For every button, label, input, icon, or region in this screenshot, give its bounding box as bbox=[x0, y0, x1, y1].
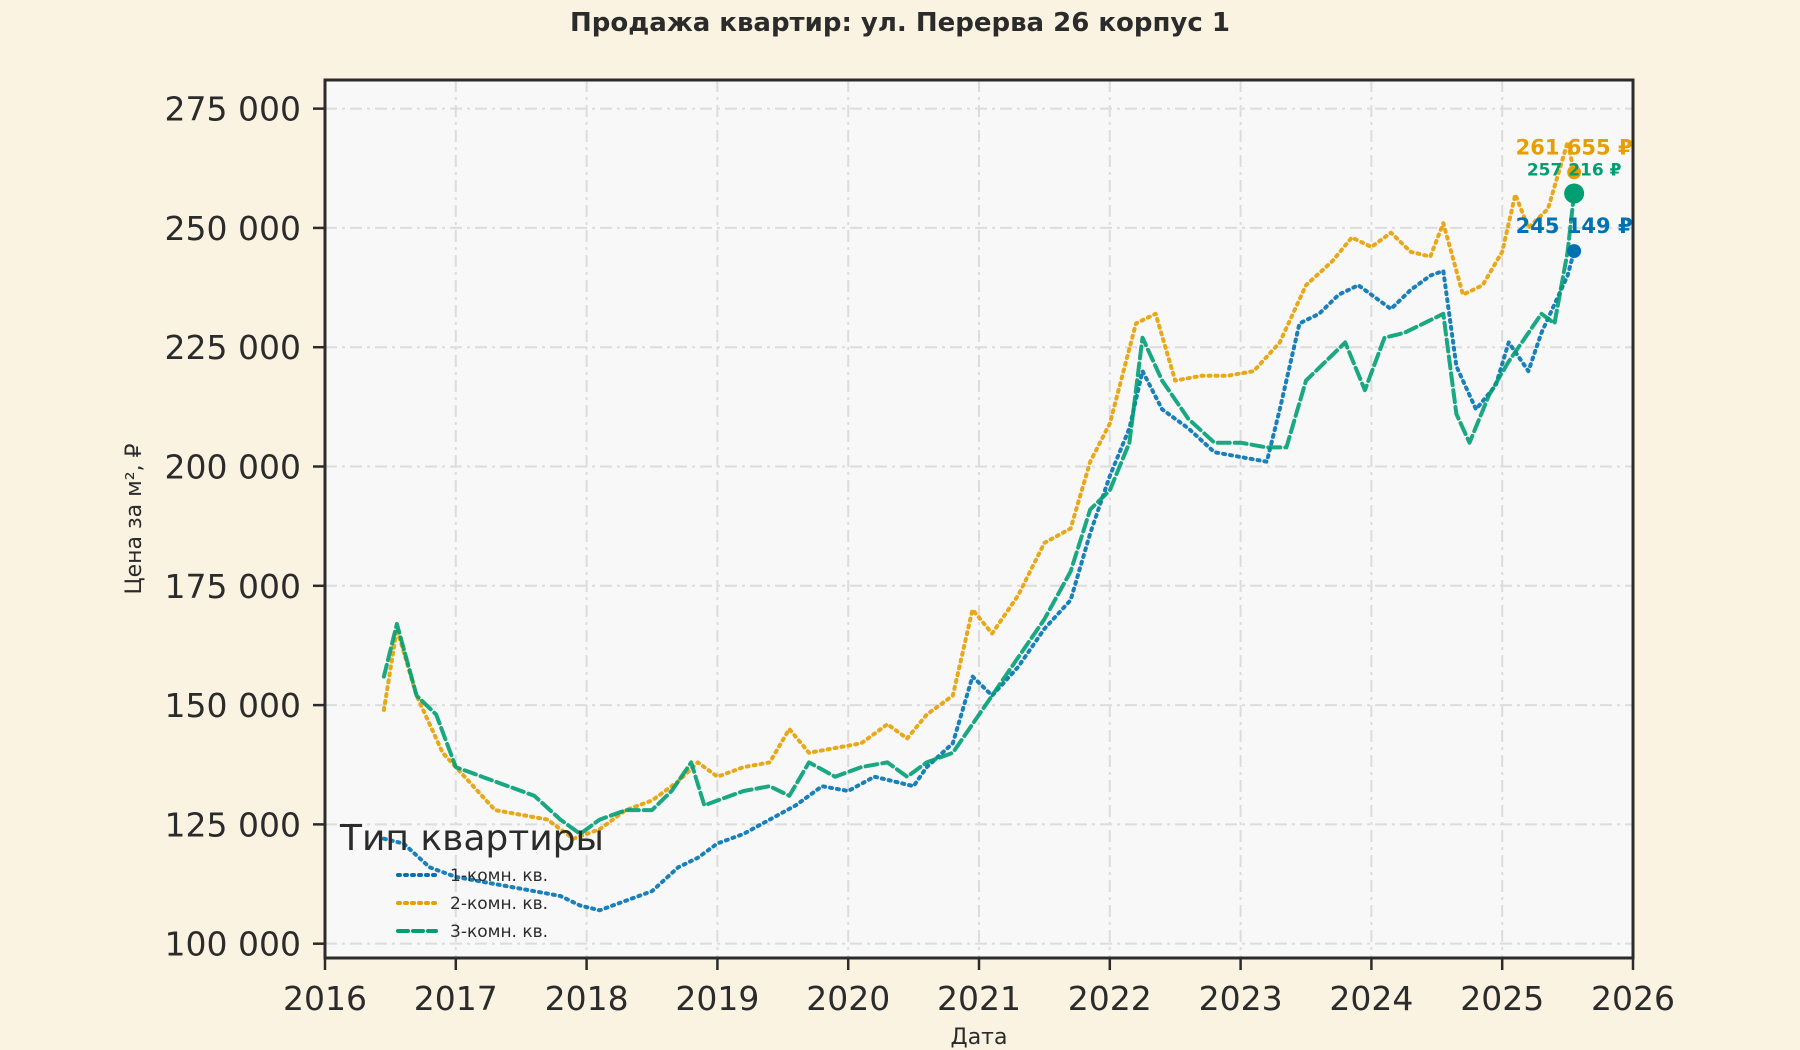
x-tick-label: 2016 bbox=[283, 979, 367, 1018]
series-line-2 bbox=[381, 140, 1577, 841]
legend: Тип квартиры 1-комн. кв. 2-комн. кв. 3-к… bbox=[339, 818, 604, 942]
last-point-marker bbox=[1567, 244, 1582, 259]
x-tick-label: 2020 bbox=[806, 979, 890, 1018]
x-tick-label: 2021 bbox=[937, 979, 1021, 1018]
y-tick-label: 175 000 bbox=[165, 567, 301, 606]
annotations: 261 655 ₽257 216 ₽ 245 149 ₽ bbox=[1516, 135, 1633, 259]
x-tick-label: 2017 bbox=[414, 979, 498, 1018]
legend-entry-1: 1-комн. кв. bbox=[396, 866, 548, 886]
legend-label-2: 2-комн. кв. bbox=[450, 894, 548, 914]
y-tick-label: 150 000 bbox=[165, 686, 301, 725]
series-line-1 bbox=[381, 249, 1577, 913]
x-tick-label: 2023 bbox=[1199, 979, 1283, 1018]
y-tick-label: 200 000 bbox=[165, 448, 301, 487]
ticks: 2016 2017 2018 2019 2020 2021 2022 2023 2024 2025… bbox=[165, 90, 1675, 1018]
x-tick-label: 2026 bbox=[1591, 979, 1675, 1018]
y-axis-label: Цена за м², ₽ bbox=[122, 443, 147, 594]
x-tick-label: 2025 bbox=[1460, 979, 1544, 1018]
legend-label-3: 3-комн. кв. bbox=[450, 922, 548, 942]
legend-entry-3: 3-комн. кв. bbox=[396, 922, 548, 942]
chart-title: Продажа квартир: ул. Перерва 26 корпус 1 bbox=[570, 8, 1230, 38]
legend-label-1: 1-комн. кв. bbox=[450, 866, 548, 886]
y-tick-label: 100 000 bbox=[165, 925, 301, 964]
last-value-label: 257 216 ₽ bbox=[1527, 160, 1622, 180]
series-line-3 bbox=[381, 191, 1577, 836]
last-value-label: 245 149 ₽ bbox=[1516, 214, 1633, 238]
x-tick-label: 2018 bbox=[545, 979, 629, 1018]
y-tick-label: 125 000 bbox=[165, 805, 301, 844]
y-tick-label: 275 000 bbox=[165, 90, 301, 129]
x-tick-label: 2024 bbox=[1329, 979, 1413, 1018]
y-tick-label: 250 000 bbox=[165, 209, 301, 248]
y-tick-label: 225 000 bbox=[165, 328, 301, 367]
last-value-label: 261 655 ₽ bbox=[1516, 135, 1633, 159]
series-layer bbox=[381, 140, 1577, 913]
x-axis-label: Дата bbox=[951, 1025, 1008, 1050]
last-point-marker bbox=[1567, 165, 1582, 180]
legend-title: Тип квартиры bbox=[339, 818, 604, 859]
x-tick-label: 2019 bbox=[675, 979, 759, 1018]
legend-entry-2: 2-комн. кв. bbox=[396, 894, 548, 914]
x-tick-label: 2022 bbox=[1068, 979, 1152, 1018]
last-point-marker bbox=[1564, 183, 1585, 204]
